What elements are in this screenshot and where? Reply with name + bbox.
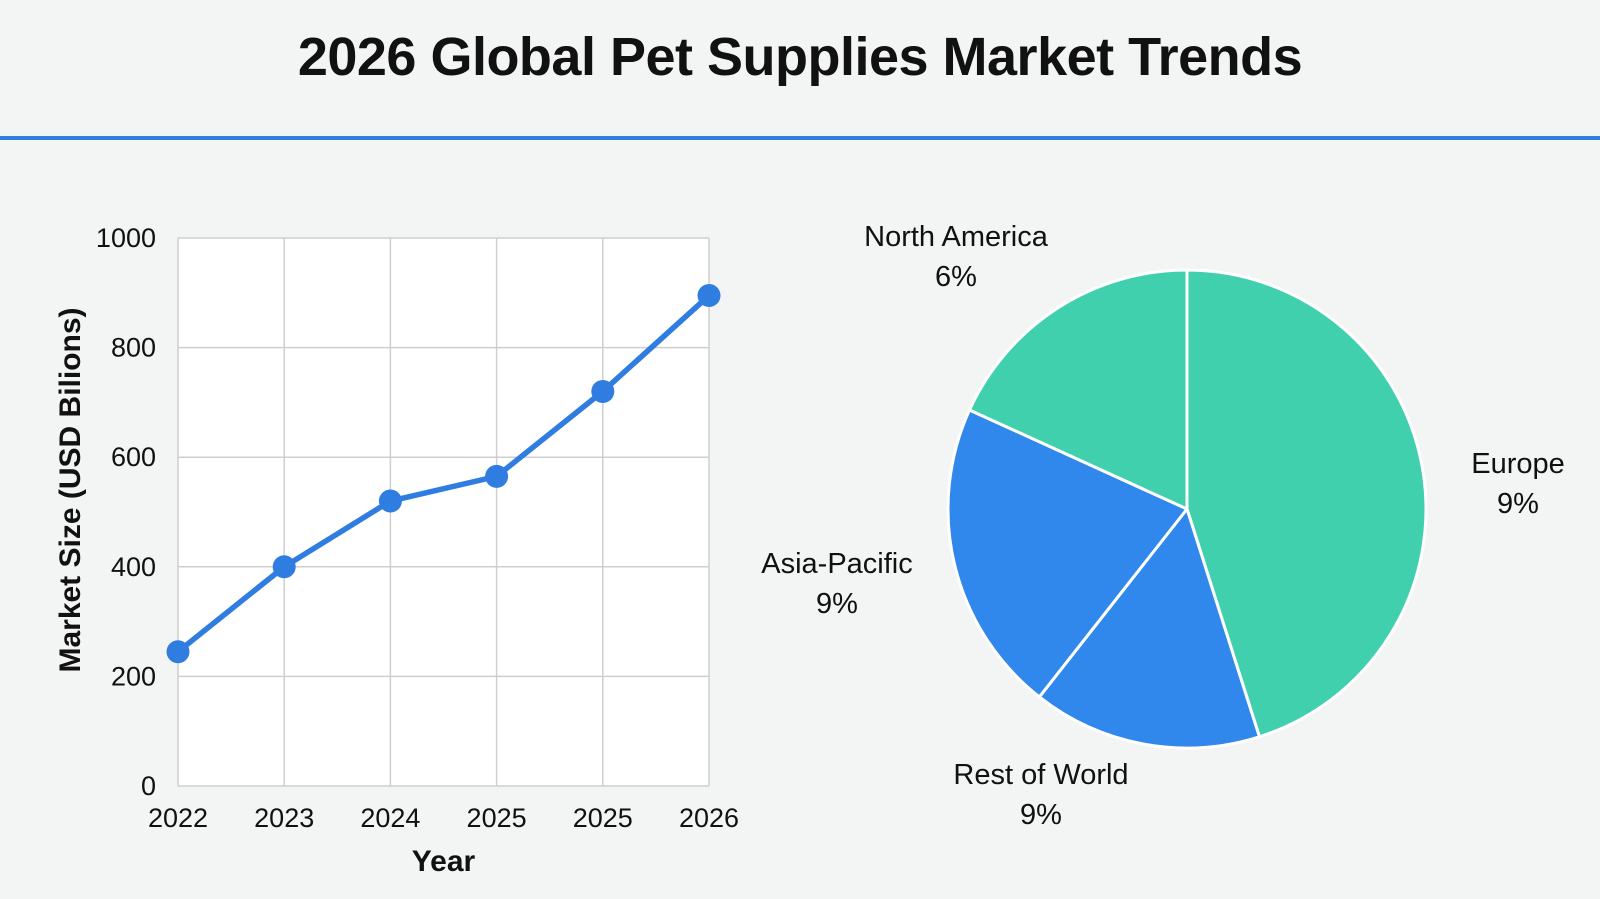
slice-label-europe: Europe — [1471, 448, 1565, 480]
pie-slice-rest-of-world — [1037, 507, 1261, 750]
y-tick-label: 1000 — [96, 223, 156, 253]
x-tick-label: 2023 — [254, 803, 314, 833]
pie-slice-europe — [1185, 268, 1428, 739]
slice-percent-europe: 9% — [1497, 488, 1539, 520]
x-tick-label: 2025 — [573, 803, 633, 833]
slice-label-rest-of-world: Rest of World — [953, 759, 1128, 791]
series-line — [175, 292, 712, 655]
line-chart: 0 200 400 600 800 1000 2022 2023 2024 2025 2025 202… — [54, 223, 739, 878]
slice-label-asia-pacific: Asia-Pacific — [761, 548, 913, 580]
slice-label-north-america: North America — [864, 221, 1049, 253]
title-divider — [0, 136, 1600, 140]
y-tick-label: 200 — [111, 661, 156, 691]
x-tick-label: 2025 — [467, 803, 527, 833]
y-tick-label: 400 — [111, 552, 156, 582]
slice-percent-asia-pacific: 9% — [816, 588, 858, 620]
pie-slice-asia-pacific — [946, 408, 1189, 699]
data-point — [166, 640, 190, 664]
data-point — [697, 284, 721, 308]
data-point — [378, 489, 402, 513]
data-point — [591, 379, 615, 403]
y-tick-label: 800 — [111, 333, 156, 363]
pie-slice-north-america — [967, 268, 1189, 511]
x-tick-label: 2022 — [148, 803, 208, 833]
y-axis-title: Market Size (USD Bilions) — [54, 307, 87, 672]
y-tick-label: 0 — [141, 771, 156, 801]
x-tick-label: 2024 — [360, 803, 420, 833]
slice-percent-rest-of-world: 9% — [1020, 799, 1062, 831]
x-axis-title: Year — [412, 845, 476, 878]
y-tick-label: 600 — [111, 442, 156, 472]
plot-area — [178, 238, 709, 786]
data-point — [272, 555, 296, 579]
x-tick-label: 2026 — [679, 803, 739, 833]
page-title: 2026 Global Pet Supplies Market Trends — [297, 27, 1303, 87]
slice-percent-north-america: 6% — [935, 261, 977, 293]
data-point — [485, 464, 509, 488]
